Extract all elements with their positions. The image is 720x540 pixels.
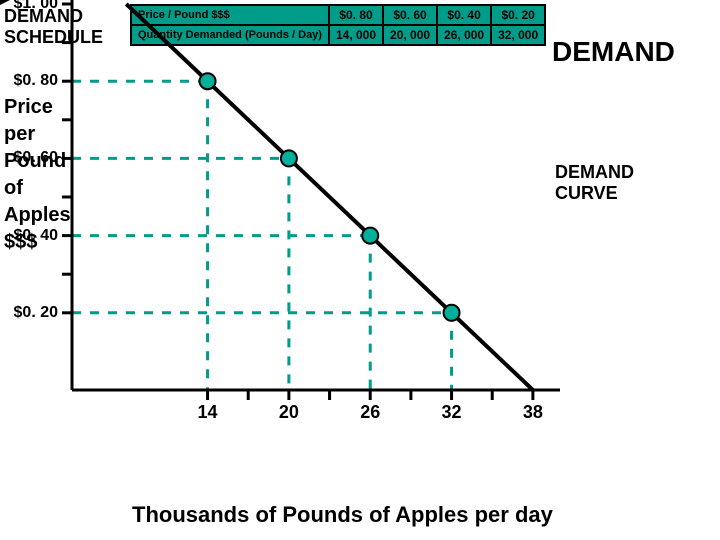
x-axis-title: Thousands of Pounds of Apples per day bbox=[132, 502, 553, 528]
y-tick-label: $0. 20 bbox=[0, 304, 58, 322]
demand-curve-label: DEMAND CURVE bbox=[555, 162, 634, 204]
demand-figure: DEMAND SCHEDULE Price / Pound $$$ $0. 80… bbox=[0, 0, 720, 540]
x-tick-label: 14 bbox=[188, 402, 228, 423]
y-tick-label: $0. 80 bbox=[0, 72, 58, 90]
curve-label-line1: DEMAND bbox=[555, 162, 634, 182]
x-tick-label: 38 bbox=[513, 402, 553, 423]
x-tick-label: 20 bbox=[269, 402, 309, 423]
chart-svg bbox=[0, 0, 566, 420]
demand-chart: $1. 00 $0. 80 $0. 60 $0. 40 $0. 20 14 20 26 32 38 bbox=[0, 0, 566, 420]
y-tick-label: $0. 60 bbox=[0, 149, 58, 167]
x-tick-label: 32 bbox=[432, 402, 472, 423]
demand-heading: DEMAND bbox=[552, 36, 675, 68]
y-tick-label: $1. 00 bbox=[0, 0, 58, 13]
x-tick-label: 26 bbox=[350, 402, 390, 423]
y-tick-label: $0. 40 bbox=[0, 227, 58, 245]
